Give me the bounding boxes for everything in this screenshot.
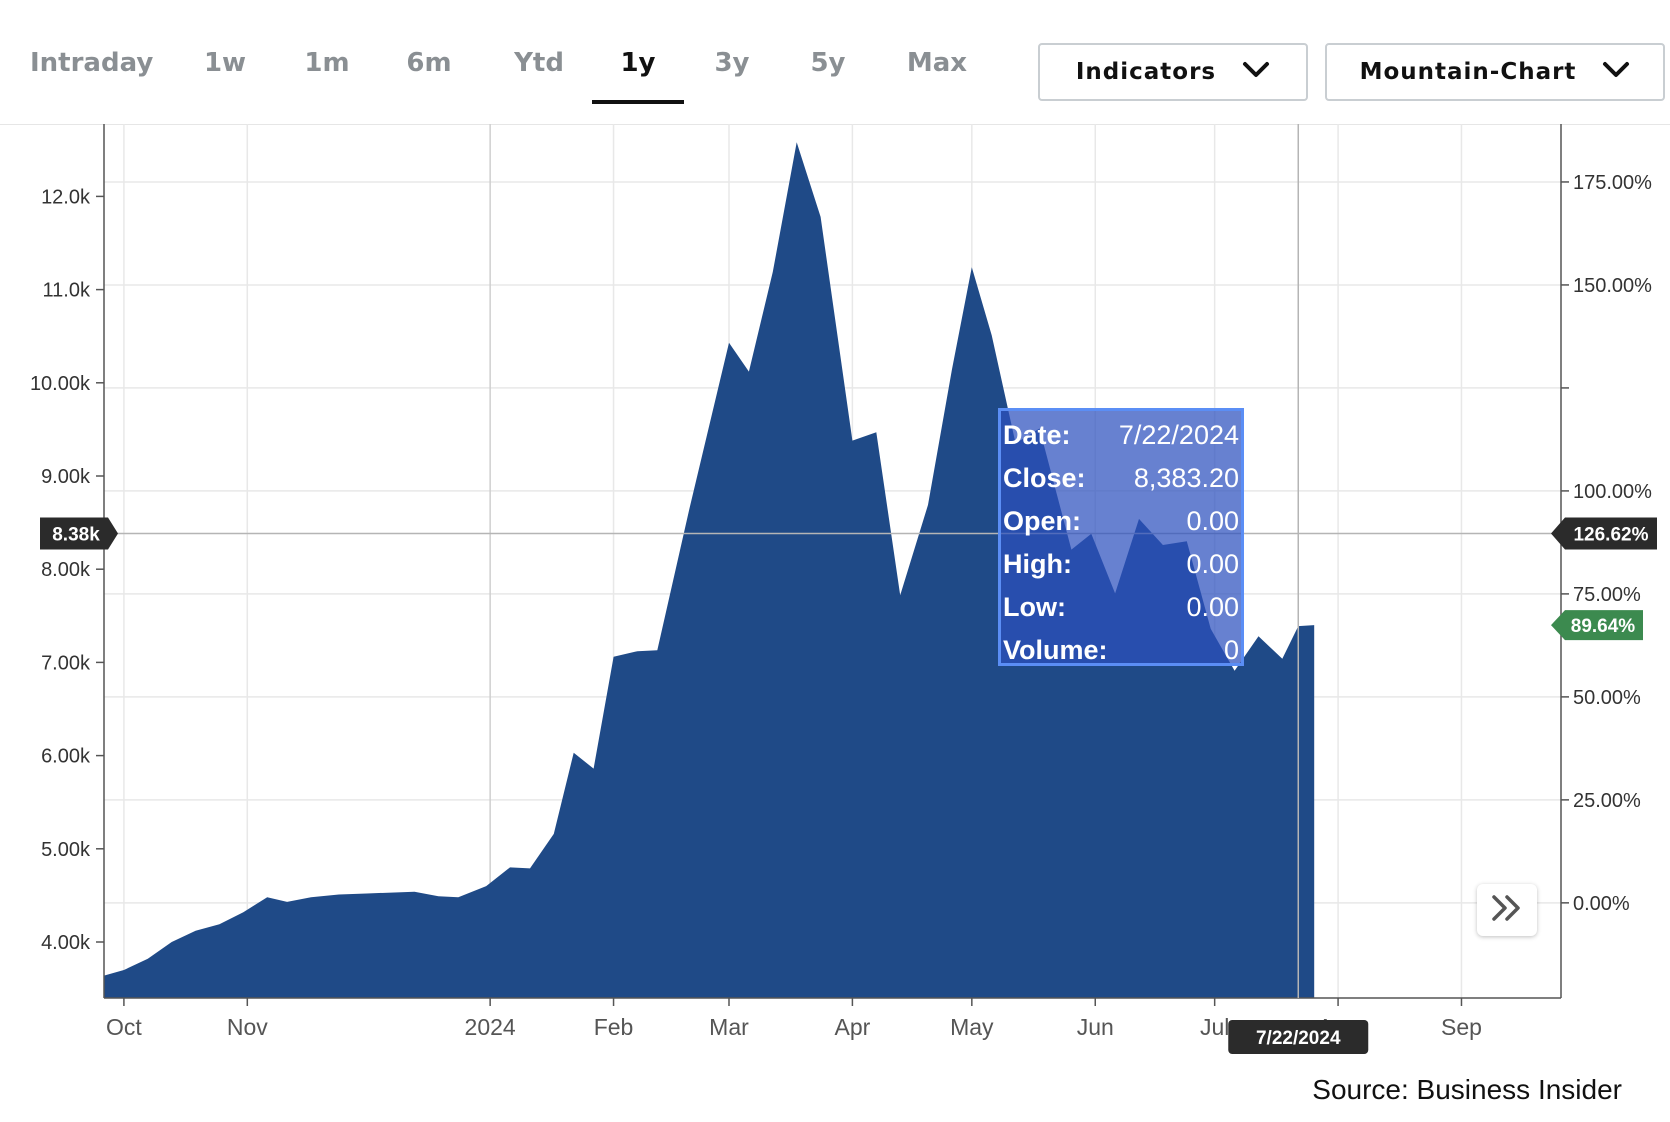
x-tick-label: Sep — [1441, 1014, 1482, 1040]
double-chevron-right-icon — [1490, 893, 1524, 928]
tooltip-value: 0.00 — [1186, 592, 1239, 622]
tooltip-key: Close: — [1003, 463, 1086, 493]
source-credit: Source: Business Insider — [1312, 1074, 1622, 1105]
y-tick-label: 7.00k — [41, 652, 91, 674]
tooltip-key: Open: — [1003, 506, 1081, 536]
tooltip-key: Volume: — [1003, 635, 1108, 665]
y-tick-label: 9.00k — [41, 466, 91, 488]
x-tick-label: Mar — [709, 1014, 749, 1040]
y2-tick-label: 75.00% — [1573, 584, 1641, 606]
active-tab-underline — [592, 100, 684, 104]
x-tick-label: May — [950, 1014, 994, 1040]
last-value-label: 89.64% — [1571, 616, 1636, 637]
y2-tick-label: 175.00% — [1573, 172, 1652, 194]
y-tick-label: 12.0k — [41, 186, 91, 208]
crosshair-y2-tag — [1551, 517, 1657, 550]
y-tick-label: 4.00k — [41, 932, 91, 954]
y-tick-label: 11.0k — [43, 280, 91, 302]
scroll-to-latest-button[interactable] — [1477, 884, 1537, 936]
range-tab-ytd[interactable]: Ytd — [514, 48, 564, 78]
crosshair-x-label: 7/22/2024 — [1256, 1028, 1341, 1049]
indicators-dropdown[interactable]: Indicators — [1038, 43, 1308, 101]
x-tick-label: 2024 — [465, 1014, 516, 1040]
tooltip-row-close: Close: 8,383.20 — [1003, 458, 1239, 498]
tooltip-row-open: Open: 0.00 — [1003, 501, 1239, 541]
tooltip-row-high: High: 0.00 — [1003, 544, 1239, 584]
indicators-dropdown-label: Indicators — [1075, 59, 1217, 85]
x-tick-label: Feb — [594, 1014, 634, 1040]
y-tick-label: 8.00k — [41, 559, 91, 581]
range-tab-6m[interactable]: 6m — [406, 48, 452, 78]
price-chart[interactable]: 4.00k 5.00k 6.00k 7.00k 8.00k 9.00k 10.00k 11.0… — [0, 124, 1670, 1074]
chart-type-dropdown[interactable]: Mountain-Chart — [1325, 43, 1665, 101]
y2-tick-label: 50.00% — [1573, 687, 1641, 709]
chart-type-dropdown-label: Mountain-Chart — [1359, 59, 1577, 85]
last-value-tag — [1551, 610, 1643, 641]
x-tick-label: Apr — [835, 1014, 871, 1040]
range-tab-5y[interactable]: 5y — [810, 48, 846, 78]
chevron-down-icon — [1602, 59, 1630, 85]
x-tick-label: Jun — [1077, 1014, 1114, 1040]
y2-tick-label: 0.00% — [1573, 893, 1630, 915]
crosshair-y2-label: 126.62% — [1573, 524, 1648, 545]
crosshair-tooltip: Date: 7/22/2024 Close: 8,383.20 Open: 0.… — [998, 408, 1244, 666]
chevron-down-icon — [1242, 59, 1270, 85]
range-tab-3y[interactable]: 3y — [714, 48, 750, 78]
tooltip-key: High: — [1003, 549, 1072, 579]
tooltip-key: Low: — [1003, 592, 1066, 622]
y-tick-label: 6.00k — [41, 746, 91, 768]
range-tab-1y[interactable]: 1y — [620, 48, 656, 78]
y-tick-label: 10.00k — [30, 373, 91, 395]
range-tab-intraday[interactable]: Intraday — [30, 48, 154, 78]
tooltip-value: 0 — [1223, 635, 1239, 665]
y2-tick-label: 150.00% — [1573, 275, 1652, 297]
range-tab-1w[interactable]: 1w — [203, 48, 247, 78]
tooltip-value: 0.00 — [1186, 506, 1239, 536]
tooltip-row-date: Date: 7/22/2024 — [1003, 415, 1239, 455]
tooltip-key: Date: — [1003, 420, 1071, 450]
range-tab-1m[interactable]: 1m — [304, 48, 350, 78]
toolbar: Intraday 1w 1m 6m Ytd 1y 3y 5y Max Indic… — [0, 0, 1670, 125]
y-tick-label: 5.00k — [41, 839, 91, 861]
tooltip-row-low: Low: 0.00 — [1003, 587, 1239, 627]
crosshair-y-tag — [40, 517, 118, 550]
tooltip-value: 0.00 — [1186, 549, 1239, 579]
x-tick-label: Nov — [227, 1014, 268, 1040]
y2-tick-label: 100.00% — [1573, 481, 1652, 503]
price-area — [104, 142, 1315, 999]
crosshair-x-tag — [1228, 1020, 1369, 1054]
y2-tick-label: 25.00% — [1573, 790, 1641, 812]
range-tab-max[interactable]: Max — [906, 48, 968, 78]
x-tick-label: Jul — [1200, 1014, 1229, 1040]
tooltip-value: 7/22/2024 — [1118, 420, 1239, 450]
x-tick-label: Oct — [106, 1014, 142, 1040]
crosshair-y-label: 8.38k — [52, 524, 100, 545]
tooltip-value: 8,383.20 — [1133, 463, 1239, 493]
tooltip-row-volume: Volume: 0 — [1003, 630, 1239, 670]
